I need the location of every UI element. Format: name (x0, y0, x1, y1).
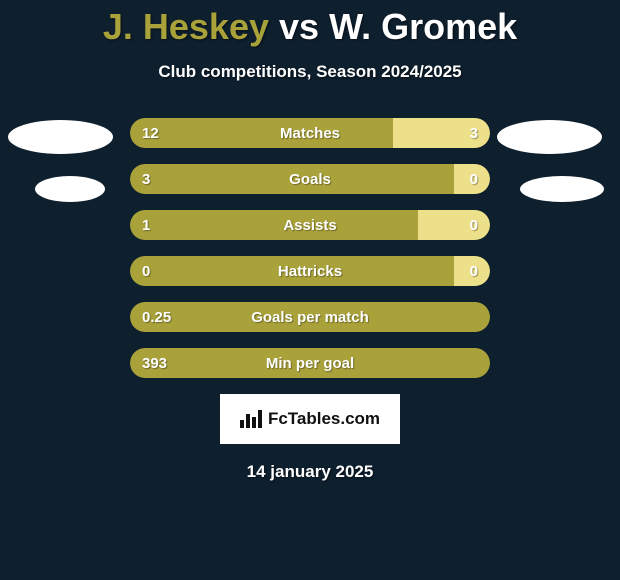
stat-label: Goals per match (130, 302, 490, 332)
stat-label: Min per goal (130, 348, 490, 378)
player-badge-ellipse (35, 176, 105, 202)
stat-row: 10Assists (130, 210, 490, 240)
player-badge-ellipse (520, 176, 604, 202)
page-title: J. Heskey vs W. Gromek (0, 0, 620, 48)
logo-box: FcTables.com (220, 394, 400, 444)
title-vs: vs (279, 6, 319, 47)
stat-row: 393Min per goal (130, 348, 490, 378)
bars-icon (240, 410, 262, 428)
stat-row: 30Goals (130, 164, 490, 194)
subtitle: Club competitions, Season 2024/2025 (0, 62, 620, 82)
chart-area: 123Matches 30Goals 10Assists 00Hattricks 0.2… (0, 118, 620, 378)
stat-row: 123Matches (130, 118, 490, 148)
stat-label: Hattricks (130, 256, 490, 286)
stat-label: Matches (130, 118, 490, 148)
player-badge-ellipse (497, 120, 602, 154)
stat-row: 00Hattricks (130, 256, 490, 286)
date-text: 14 january 2025 (0, 462, 620, 482)
title-player1: J. Heskey (103, 6, 269, 47)
player-badge-ellipse (8, 120, 113, 154)
stat-row: 0.25Goals per match (130, 302, 490, 332)
stat-label: Goals (130, 164, 490, 194)
stat-label: Assists (130, 210, 490, 240)
title-player2: W. Gromek (329, 6, 517, 47)
logo-text: FcTables.com (268, 409, 380, 429)
